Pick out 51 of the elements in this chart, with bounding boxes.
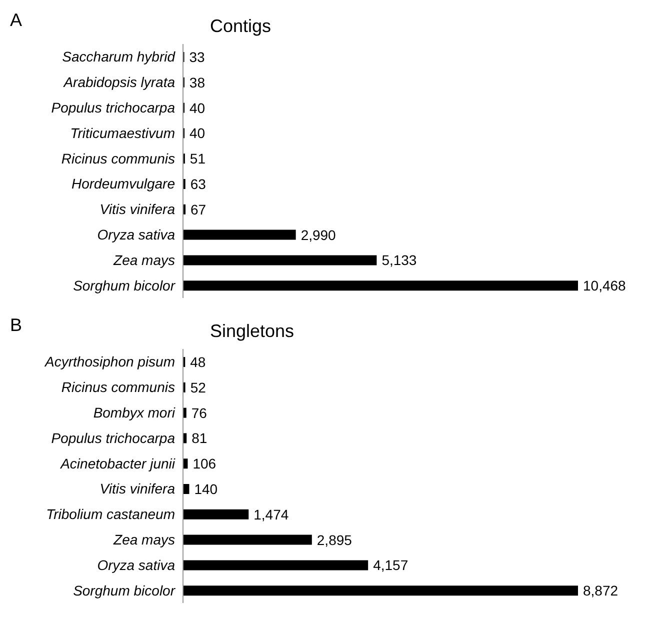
data-label: 67 — [190, 201, 206, 218]
data-label: 106 — [192, 456, 216, 472]
data-label: 40 — [190, 125, 206, 142]
y-tick-label: Tribolium castaneum — [46, 506, 176, 522]
y-tick-label: Populus trichocarpa — [51, 430, 176, 446]
y-tick-label: Vitis vinifera — [100, 480, 176, 497]
bar — [183, 560, 368, 570]
y-tick-label: Oryza sativa — [97, 226, 176, 242]
chart-title: Contigs — [210, 16, 272, 37]
bar — [183, 255, 377, 266]
y-tick-label: Bombyx mori — [93, 404, 176, 420]
data-label: 51 — [190, 150, 206, 167]
data-label: 4,157 — [373, 557, 408, 574]
data-label: 140 — [194, 480, 218, 497]
y-tick-label: Zea mays — [112, 252, 175, 268]
data-label: 8,872 — [583, 582, 618, 599]
bar — [183, 280, 578, 291]
y-tick-label: Acyrthosiphon pisum — [44, 354, 176, 370]
bar — [183, 534, 312, 545]
data-label: 2,990 — [300, 226, 336, 243]
data-label: 76 — [191, 404, 208, 421]
data-label: 40 — [190, 100, 206, 116]
y-tick-label: Arabidopsis lyrata — [62, 74, 176, 90]
text: B — [10, 315, 22, 336]
y-tick-label: Populus trichocarpa — [51, 99, 176, 116]
data-label: 2,895 — [316, 532, 352, 548]
bar — [183, 509, 249, 520]
data-label: 48 — [190, 354, 206, 370]
data-label: 63 — [190, 176, 206, 192]
y-tick-label: Ricinus communis — [61, 379, 175, 396]
y-tick-label: Oryza sativa — [97, 556, 176, 573]
data-label: 10,468 — [583, 278, 626, 294]
data-label: 81 — [192, 430, 208, 446]
data-label: 33 — [189, 48, 206, 65]
data-label: 1,474 — [254, 506, 289, 522]
data-label: 5,133 — [382, 252, 417, 268]
y-tick-label: Vitis vinifera — [100, 201, 176, 218]
bar — [183, 230, 296, 240]
y-tick-label: Triticumaestivum — [70, 124, 176, 141]
chart-title: Singletons — [210, 321, 294, 342]
y-tick-label: Saccharum hybrid — [62, 48, 176, 65]
y-tick-label: Hordeumvulgare — [72, 176, 176, 192]
y-tick-label: Ricinus communis — [61, 150, 175, 166]
y-tick-label: Zea mays — [112, 531, 175, 548]
text: A — [10, 10, 22, 31]
data-label: 38 — [189, 74, 206, 90]
data-label: 52 — [190, 379, 206, 396]
y-tick-label: Sorghum bicolor — [73, 582, 176, 598]
y-tick-label: Acinetobacter junii — [60, 455, 176, 472]
y-tick-label: Sorghum bicolor — [73, 277, 176, 294]
bar — [183, 586, 578, 596]
